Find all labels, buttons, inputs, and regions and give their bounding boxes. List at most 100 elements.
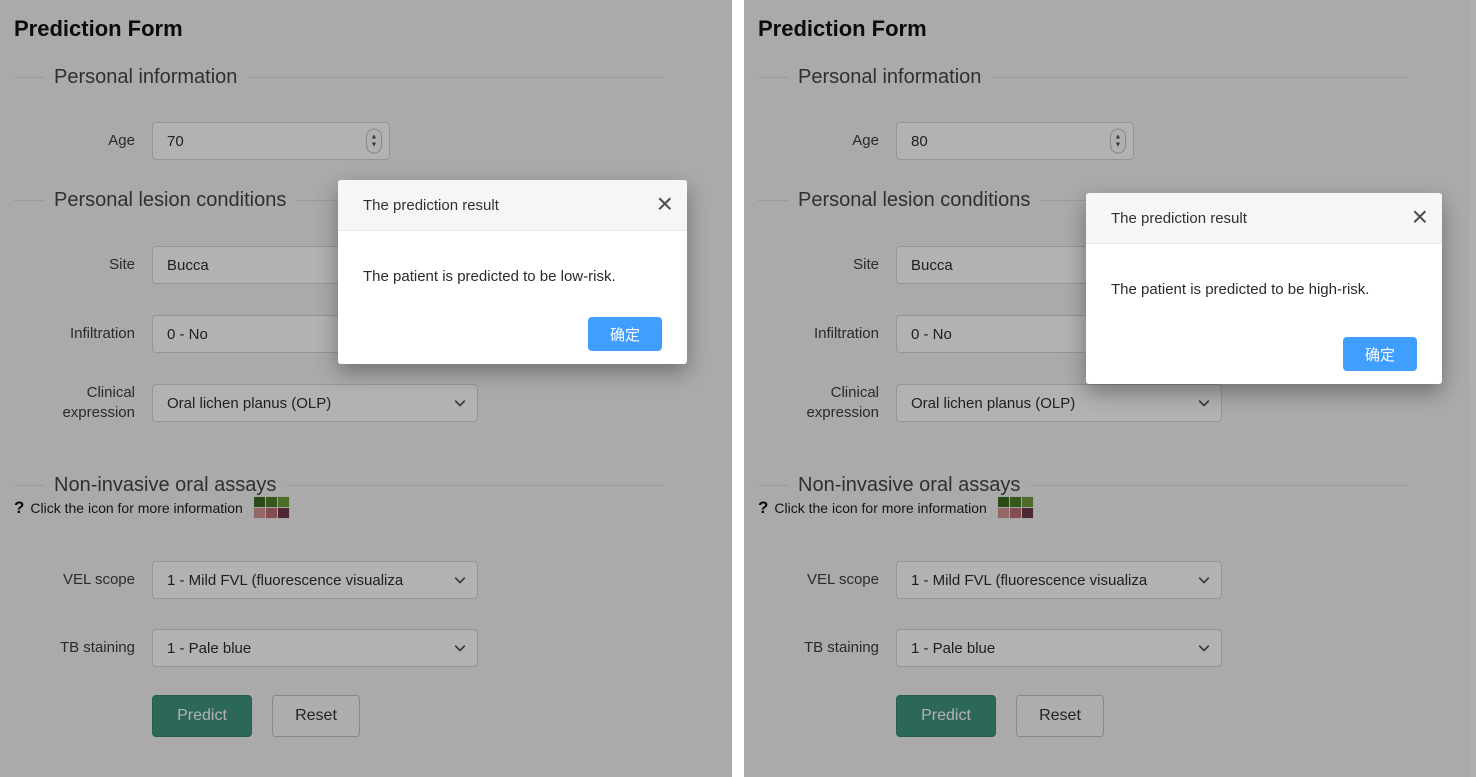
site-label: Site [853, 255, 879, 273]
assay-info-thumbnail-icon[interactable] [996, 496, 1034, 519]
hint-text: Click the icon for more information [30, 500, 243, 516]
prediction-result-dialog: The prediction result × The patient is p… [338, 180, 687, 364]
infiltration-value: 0 - No [167, 325, 208, 343]
clinical-expression-value: Oral lichen planus (OLP) [911, 394, 1076, 412]
age-row: Age 70 ▲ ▼ [14, 122, 665, 160]
tb-staining-select[interactable]: 1 - Pale blue [896, 629, 1222, 667]
modal-backdrop [744, 0, 1476, 777]
velscope-select[interactable]: 1 - Mild FVL (fluorescence visualiza [152, 561, 478, 599]
close-icon[interactable]: × [656, 187, 673, 219]
divider [247, 76, 665, 78]
reset-button[interactable]: Reset [272, 695, 360, 737]
age-number-input[interactable]: 80 ▲ ▼ [896, 122, 1134, 160]
velscope-value: 1 - Mild FVL (fluorescence visualiza [911, 571, 1148, 589]
stepper-up-icon[interactable]: ▲ [1114, 133, 1122, 140]
question-mark-icon: ? [758, 498, 769, 517]
dialog-message: The patient is predicted to be high-risk… [1111, 281, 1370, 298]
age-value: 80 [911, 132, 928, 150]
clinical-expression-row: Clinical expression Oral lichen planus (… [14, 384, 665, 422]
assay-images-grid [996, 496, 1034, 519]
age-number-input[interactable]: 70 ▲ ▼ [152, 122, 390, 160]
tb-staining-label: TB staining [803, 638, 879, 656]
age-row: Age 80 ▲ ▼ [758, 122, 1409, 160]
tb-staining-value: 1 - Pale blue [911, 639, 996, 657]
assays-info-hint: ? Click the icon for more information [14, 496, 290, 519]
close-icon[interactable]: × [1411, 200, 1428, 232]
tb-staining-row: TB staining 1 - Pale blue [758, 629, 1409, 667]
tb-staining-label: TB staining [59, 638, 135, 656]
page-title: Prediction Form [14, 16, 183, 41]
infiltration-label: Infiltration [69, 324, 135, 342]
site-value: Bucca [911, 256, 953, 274]
velscope-row: VEL scope 1 - Mild FVL (fluorescence vis… [14, 561, 665, 599]
prediction-form-panel-right: Prediction Form Personal information Age… [744, 0, 1476, 777]
divider [758, 76, 788, 78]
divider [758, 199, 788, 201]
predict-button[interactable]: Predict [896, 695, 996, 737]
tb-staining-select[interactable]: 1 - Pale blue [152, 629, 478, 667]
age-label: Age [852, 131, 879, 149]
velscope-select[interactable]: 1 - Mild FVL (fluorescence visualiza [896, 561, 1222, 599]
number-stepper[interactable]: ▲ ▼ [1110, 128, 1126, 154]
divider [1030, 484, 1409, 486]
divider [14, 76, 44, 78]
infiltration-label: Infiltration [813, 324, 879, 342]
divider [758, 484, 788, 486]
section-title: Personal lesion conditions [798, 188, 1031, 211]
assay-images-grid [252, 496, 290, 519]
stepper-up-icon[interactable]: ▲ [370, 133, 378, 140]
number-stepper[interactable]: ▲ ▼ [366, 128, 382, 154]
dialog-title: The prediction result [1111, 209, 1247, 227]
divider [14, 484, 44, 486]
question-mark-icon: ? [14, 498, 25, 517]
section-header-assays: Non-invasive oral assays [758, 472, 1409, 498]
clinical-expression-select[interactable]: Oral lichen planus (OLP) [896, 384, 1222, 422]
hint-text: Click the icon for more information [774, 500, 987, 516]
section-header-personal-information: Personal information [14, 64, 665, 90]
scrollbar-track [1470, 0, 1476, 777]
clinical-expression-row: Clinical expression Oral lichen planus (… [758, 384, 1409, 422]
clinical-expression-value: Oral lichen planus (OLP) [167, 394, 332, 412]
site-value: Bucca [167, 256, 209, 274]
section-title: Personal lesion conditions [54, 188, 287, 211]
velscope-row: VEL scope 1 - Mild FVL (fluorescence vis… [758, 561, 1409, 599]
clinical-expression-label: Clinical expression [62, 383, 135, 421]
stepper-down-icon[interactable]: ▼ [1114, 141, 1122, 148]
age-label: Age [108, 131, 135, 149]
section-header-assays: Non-invasive oral assays [14, 472, 665, 498]
infiltration-value: 0 - No [911, 325, 952, 343]
section-title: Non-invasive oral assays [54, 473, 277, 496]
prediction-form-panel-left: Prediction Form Personal information Age… [0, 0, 732, 777]
section-title: Non-invasive oral assays [798, 473, 1021, 496]
velscope-label: VEL scope [63, 570, 135, 588]
dialog-title: The prediction result [363, 196, 499, 214]
clinical-expression-select[interactable]: Oral lichen planus (OLP) [152, 384, 478, 422]
confirm-button[interactable]: 确定 [588, 317, 662, 351]
assay-info-thumbnail-icon[interactable] [252, 496, 290, 519]
section-header-personal-information: Personal information [758, 64, 1409, 90]
dialog-header: The prediction result × [1086, 193, 1442, 244]
clinical-expression-label: Clinical expression [806, 383, 879, 421]
confirm-button[interactable]: 确定 [1343, 337, 1417, 371]
stepper-down-icon[interactable]: ▼ [370, 141, 378, 148]
divider [991, 76, 1409, 78]
assays-info-hint: ? Click the icon for more information [758, 496, 1034, 519]
modal-backdrop [0, 0, 732, 777]
dialog-header: The prediction result × [338, 180, 687, 231]
prediction-result-dialog: The prediction result × The patient is p… [1086, 193, 1442, 384]
page-title: Prediction Form [758, 16, 927, 41]
divider [286, 484, 665, 486]
site-label: Site [109, 255, 135, 273]
section-title: Personal information [798, 65, 982, 88]
velscope-value: 1 - Mild FVL (fluorescence visualiza [167, 571, 404, 589]
tb-staining-value: 1 - Pale blue [167, 639, 252, 657]
reset-button[interactable]: Reset [1016, 695, 1104, 737]
velscope-label: VEL scope [807, 570, 879, 588]
divider [14, 199, 44, 201]
dialog-message: The patient is predicted to be low-risk. [363, 268, 616, 285]
tb-staining-row: TB staining 1 - Pale blue [14, 629, 665, 667]
age-value: 70 [167, 132, 184, 150]
predict-button[interactable]: Predict [152, 695, 252, 737]
section-title: Personal information [54, 65, 238, 88]
